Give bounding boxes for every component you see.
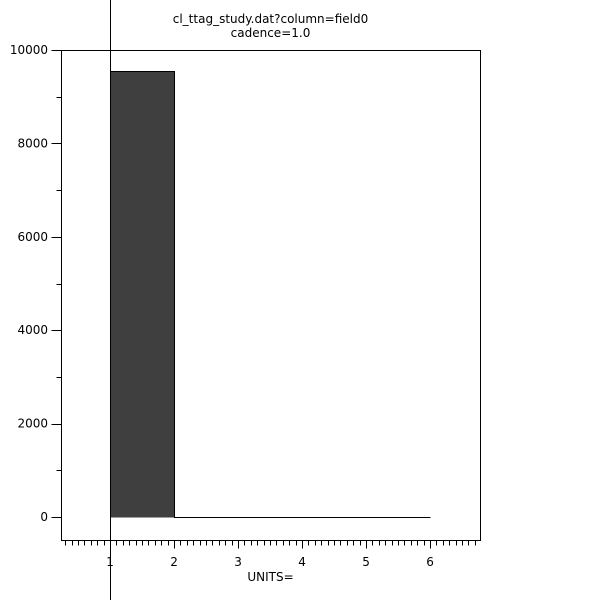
- x-tick-label: 3: [234, 555, 242, 569]
- x-tick-label: 6: [426, 555, 434, 569]
- x-axis-title: UNITS=: [247, 570, 294, 584]
- x-tick-label: 1: [106, 555, 114, 569]
- histogram-outline: [110, 71, 431, 518]
- y-tick-label: 2000: [17, 417, 48, 431]
- y-tick-label: 0: [40, 510, 48, 524]
- x-tick-label: 4: [298, 555, 306, 569]
- chart-title: cl_ttag_study.dat?column=field0: [172, 12, 369, 26]
- y-tick-label: 10000: [10, 43, 48, 57]
- y-tick-label: 8000: [17, 136, 48, 150]
- x-tick-label: 2: [170, 555, 178, 569]
- y-tick-label: 6000: [17, 230, 48, 244]
- histogram-bar-fill: [110, 71, 431, 518]
- y-tick-label: 4000: [17, 323, 48, 337]
- x-tick-label: 5: [362, 555, 370, 569]
- chart-subtitle: cadence=1.0: [230, 26, 311, 40]
